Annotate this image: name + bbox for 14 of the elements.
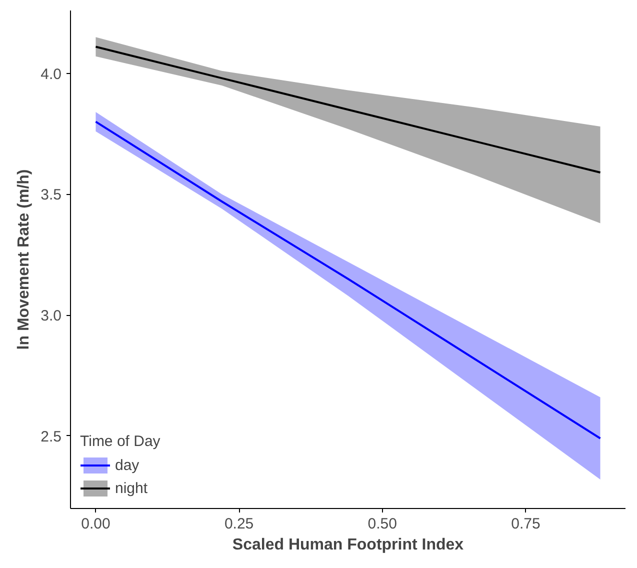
x-tick-label: 0.75 — [511, 516, 540, 532]
y-tick-label: 3.0 — [40, 308, 62, 325]
x-tick-label: 0.50 — [368, 516, 398, 532]
x-tick-label: 0.00 — [81, 516, 110, 532]
x-tick-label: 0.25 — [224, 516, 254, 532]
y-tick-label: 2.5 — [40, 428, 62, 446]
y-tick-label: 4.0 — [40, 66, 62, 83]
legend-label: night — [115, 480, 148, 496]
line-series — [94, 46, 602, 174]
y-axis-title: ln Movement Rate (m/h) — [16, 169, 33, 350]
x-axis-title: Scaled Human Footprint Index — [232, 536, 464, 554]
legend-label: day — [115, 456, 140, 474]
y-tick-label: 3.5 — [40, 186, 62, 204]
legend-title: Time of Day — [80, 433, 160, 450]
